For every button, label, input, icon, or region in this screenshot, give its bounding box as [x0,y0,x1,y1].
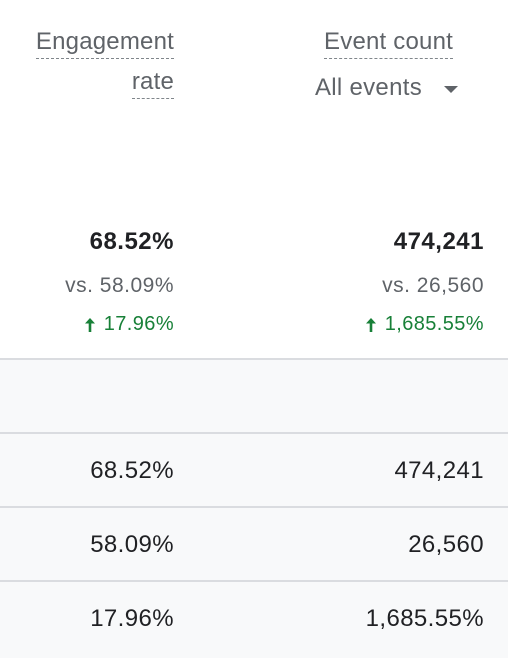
event-count-cell: 1,685.55% [365,605,484,632]
table-row: 68.52% 474,241 [0,434,508,507]
table-row: 58.09% 26,560 [0,508,508,581]
table-row: 17.96% 1,685.55% [0,582,508,655]
engagement-rate-cell: 58.09% [90,531,174,558]
engagement-rate-total: 68.52% [89,228,174,255]
event-count-cell: 26,560 [408,531,484,558]
caret-down-icon [444,85,458,93]
data-table-rows: 68.52% 474,241 58.09% 26,560 17.96% 1,68… [0,358,508,658]
event-count-comparison: vs. 26,560 [382,274,484,297]
event-selector-dropdown[interactable]: All events [315,72,458,104]
engagement-rate-header[interactable]: Engagement rate [0,28,174,108]
event-count-total: 474,241 [393,228,484,255]
engagement-rate-change: 17.96% [0,313,174,336]
engagement-rate-comparison: vs. 58.09% [65,274,174,297]
event-count-change-value: 1,685.55% [384,313,484,335]
engagement-rate-header-line2: rate [131,68,174,99]
engagement-rate-change-value: 17.96% [103,313,174,335]
table-row [0,360,508,433]
event-count-change: 1,685.55% [264,313,484,336]
engagement-rate-cell: 68.52% [90,457,174,484]
engagement-rate-cell: 17.96% [90,605,174,632]
row-divider [0,432,508,434]
arrow-up-icon [365,317,376,332]
row-divider [0,358,508,360]
row-divider [0,506,508,508]
event-count-cell: 474,241 [394,457,484,484]
engagement-rate-header-line1: Engagement [35,28,174,59]
event-count-header-label: Event count [324,28,453,59]
event-count-header[interactable]: Event count [253,28,453,59]
row-divider [0,580,508,582]
event-selector-value: All events [314,74,422,101]
arrow-up-icon [84,317,95,332]
